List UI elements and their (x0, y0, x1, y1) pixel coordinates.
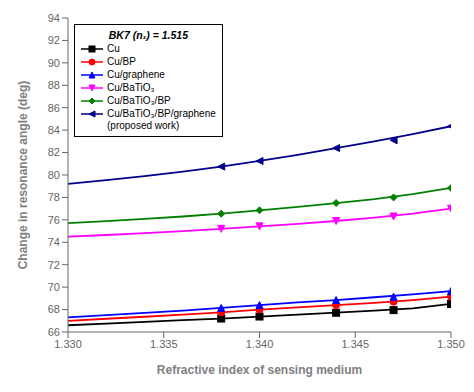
svg-text:86: 86 (48, 102, 60, 114)
svg-text:84: 84 (48, 124, 60, 136)
html-text:Cu/BaTiO₃: Cu/BaTiO₃ (107, 82, 155, 93)
svg-text:88: 88 (48, 79, 60, 91)
svg-text:92: 92 (48, 34, 60, 46)
svg-text:78: 78 (48, 191, 60, 203)
svg-text:1.340: 1.340 (246, 338, 274, 350)
svg-text:94: 94 (48, 12, 60, 24)
html-text:BK7 (n₁) = 1.515: BK7 (n₁) = 1.515 (108, 29, 188, 41)
svg-text:74: 74 (48, 236, 60, 248)
html-text:Cu/BP: Cu/BP (107, 56, 136, 67)
svg-text:1.330: 1.330 (54, 338, 82, 350)
svg-text:Change in resonance angle (deg: Change in resonance angle (deg) (16, 81, 30, 270)
html-text:Cu/BaTiO₃/BP: Cu/BaTiO₃/BP (107, 95, 171, 106)
svg-text:80: 80 (48, 169, 60, 181)
svg-text:68: 68 (48, 303, 60, 315)
svg-text:70: 70 (48, 281, 60, 293)
svg-text:1.350: 1.350 (437, 338, 465, 350)
svg-text:1.335: 1.335 (150, 338, 178, 350)
svg-text:90: 90 (48, 57, 60, 69)
svg-text:Refractive index of sensing me: Refractive index of sensing medium (157, 363, 362, 377)
html-text:Cu/BaTiO₃/BP/graphene (propose: Cu/BaTiO₃/BP/graphene (proposed work) (107, 108, 216, 131)
svg-text:72: 72 (48, 259, 60, 271)
svg-text:76: 76 (48, 214, 60, 226)
svg-text:1.345: 1.345 (341, 338, 369, 350)
html-text:Cu: Cu (107, 43, 120, 54)
svg-text:82: 82 (48, 146, 60, 158)
svg-text:66: 66 (48, 326, 60, 338)
html-text:Cu/graphene: Cu/graphene (107, 69, 165, 80)
